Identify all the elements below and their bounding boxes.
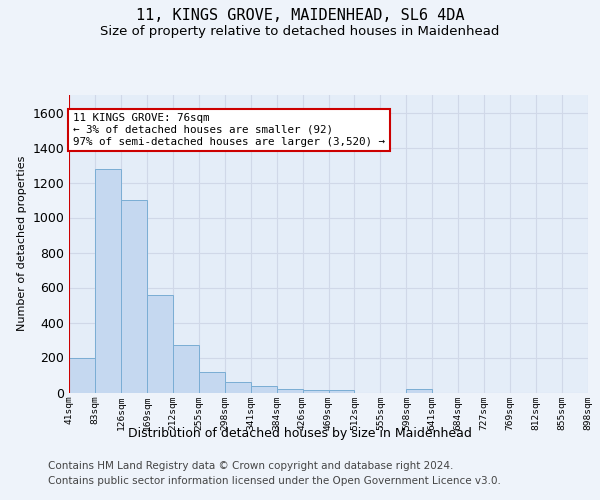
- Text: Contains HM Land Registry data © Crown copyright and database right 2024.: Contains HM Land Registry data © Crown c…: [48, 461, 454, 471]
- Bar: [302, 390, 329, 392]
- Text: 11, KINGS GROVE, MAIDENHEAD, SL6 4DA: 11, KINGS GROVE, MAIDENHEAD, SL6 4DA: [136, 8, 464, 22]
- Text: 11 KINGS GROVE: 76sqm
← 3% of detached houses are smaller (92)
97% of semi-detac: 11 KINGS GROVE: 76sqm ← 3% of detached h…: [73, 114, 385, 146]
- Bar: [69, 358, 95, 392]
- Bar: [225, 382, 251, 392]
- Bar: [121, 200, 147, 392]
- Bar: [95, 170, 121, 392]
- Bar: [329, 390, 355, 392]
- Bar: [173, 345, 199, 393]
- Text: Distribution of detached houses by size in Maidenhead: Distribution of detached houses by size …: [128, 428, 472, 440]
- Bar: [406, 389, 432, 392]
- Bar: [199, 372, 224, 392]
- Bar: [147, 296, 173, 392]
- Text: Size of property relative to detached houses in Maidenhead: Size of property relative to detached ho…: [100, 25, 500, 38]
- Y-axis label: Number of detached properties: Number of detached properties: [17, 156, 27, 332]
- Text: Contains public sector information licensed under the Open Government Licence v3: Contains public sector information licen…: [48, 476, 501, 486]
- Bar: [277, 388, 302, 392]
- Bar: [251, 386, 277, 392]
